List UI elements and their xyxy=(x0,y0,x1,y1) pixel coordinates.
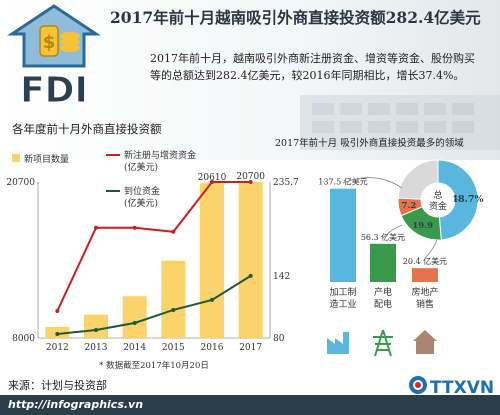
line-point xyxy=(94,327,98,332)
sector-category-label: 产电配电 xyxy=(374,286,392,310)
bar-data-label: 20610 xyxy=(198,173,227,183)
bar xyxy=(200,183,224,338)
x-tick-label: 2017 xyxy=(239,343,262,353)
factory-icon xyxy=(327,332,349,354)
source-text: 来源：计划与投资部 xyxy=(8,379,107,392)
bar xyxy=(84,314,108,338)
line-point xyxy=(248,180,253,184)
right-chart-title: 2017年前十月 吸引外商直接投资最多的领域 xyxy=(275,138,464,149)
bar xyxy=(238,182,263,338)
power-tower-icon xyxy=(373,329,393,357)
pie-slice-label: 48.7% xyxy=(451,194,483,205)
fdi-logo-text: FDI xyxy=(20,70,88,111)
fdi-logo: $ FDI xyxy=(7,4,101,112)
intro-text: 2017年前十月，越南吸引外商新注册资金、增资等资金、股份购买等的总额达到282… xyxy=(150,52,475,82)
connector-line xyxy=(342,177,403,189)
line-point xyxy=(132,320,137,325)
x-tick-label: 2013 xyxy=(85,343,108,353)
line-point xyxy=(55,331,60,336)
pie-slice-label: 19.9 xyxy=(412,221,433,231)
sector-bar xyxy=(370,243,396,282)
sector-category-label: 房地产销售 xyxy=(411,286,438,310)
x-tick-label: 2016 xyxy=(201,343,224,353)
factory-icon-shape xyxy=(327,332,349,354)
disbursed-capital-line xyxy=(57,275,252,335)
sector-bar xyxy=(330,188,356,282)
house-icon-shape xyxy=(413,330,437,354)
x-tick-label: 2015 xyxy=(162,343,185,353)
legend-registered: 新注册与增资资金(亿美元) xyxy=(124,149,196,173)
sector-value-label: 56.3 亿美元 xyxy=(361,232,405,242)
right-tick-label: 142 xyxy=(273,272,290,282)
sector-category-label: 加工制造工业 xyxy=(329,286,356,310)
line-point xyxy=(55,308,60,313)
sector-value-label: 20.4 亿美元 xyxy=(403,256,447,266)
pie-slice-label: 7.2 xyxy=(402,201,417,211)
ttxvn-logo-text: TTXVN xyxy=(430,378,494,398)
sector-bar xyxy=(412,268,438,282)
registered-capital-line xyxy=(56,181,251,312)
right-tick-label: 235.7 xyxy=(273,178,299,188)
pie-slice xyxy=(437,159,479,241)
pie-slice xyxy=(397,159,439,200)
connector-line xyxy=(424,239,438,259)
bar xyxy=(122,296,147,338)
x-tick-label: 2012 xyxy=(46,343,69,353)
x-tick-label: 2014 xyxy=(123,343,146,353)
legend-swatch-projects xyxy=(12,154,20,162)
yearly-fdi-chart: 20700 8000 235.7 142 80 20610 20700 2012 2013 201… xyxy=(6,149,299,371)
page-title: 2017年前十月越南吸引外商直接投资额282.4亿美元 xyxy=(110,8,481,27)
footer-bar xyxy=(0,395,500,415)
line-point xyxy=(171,229,176,234)
sector-value-label: 137.5 亿美元 xyxy=(318,177,367,187)
connector-line xyxy=(382,224,403,239)
line-point xyxy=(210,180,214,184)
left-tick-label: 20700 xyxy=(6,178,35,188)
data-note: * 数据截至2017年10月20日 xyxy=(99,360,209,371)
power-tower-shape xyxy=(373,329,393,357)
line-point xyxy=(248,273,253,278)
pie-center-label: 总资金 xyxy=(429,189,447,212)
svg-text:$: $ xyxy=(43,32,56,53)
line-point xyxy=(132,225,137,230)
legend-projects: 新项目数量 xyxy=(24,153,69,165)
left-chart-title: 各年度前十月外商直接投资额 xyxy=(12,122,162,136)
line-point xyxy=(94,225,98,230)
right-tick-label: 80 xyxy=(273,334,285,344)
line-point xyxy=(171,307,176,312)
legend-disbursed: 到位资金(亿美元) xyxy=(124,185,160,209)
header-background xyxy=(0,0,500,160)
calculator-decor xyxy=(300,95,500,150)
left-tick-label: 8000 xyxy=(12,334,35,344)
pie-center xyxy=(422,184,454,216)
bar xyxy=(161,260,186,338)
ttxvn-logo: TTXVN xyxy=(409,376,494,398)
footer-url[interactable]: http://infographics.vn xyxy=(8,398,144,411)
house-icon xyxy=(413,330,437,354)
line-point xyxy=(210,297,214,302)
bar-data-label: 20700 xyxy=(236,172,265,182)
